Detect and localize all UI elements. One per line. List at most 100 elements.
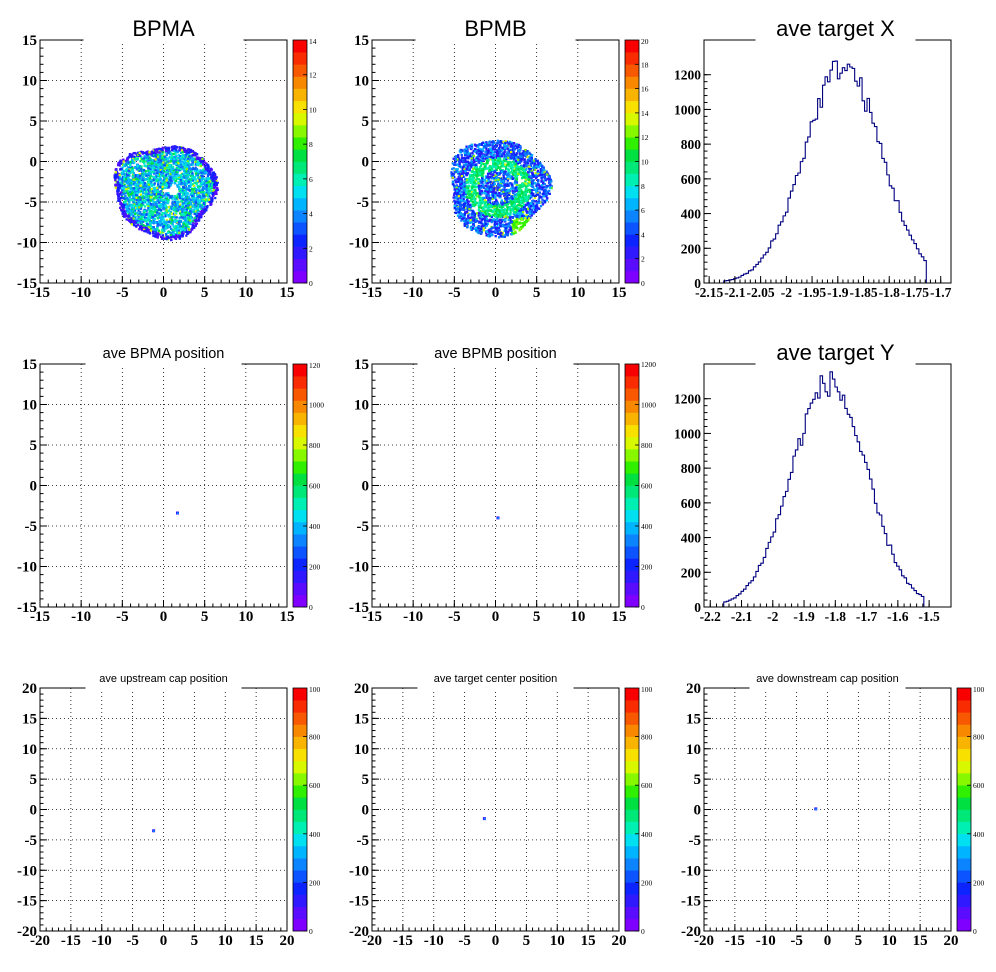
data-point [193,198,196,201]
data-point [178,163,182,166]
data-point [205,179,209,182]
data-point [173,201,177,204]
data-point [119,168,122,171]
data-point [210,179,213,183]
data-point [174,162,177,166]
data-point [198,201,201,204]
data-point [165,148,168,151]
data-point [194,201,197,204]
data-point [162,192,165,195]
data-point [158,151,161,154]
data-point [173,236,177,240]
data-point [152,197,155,200]
data-point [145,178,148,181]
data-point [127,218,130,221]
data-point [175,172,178,176]
data-point [121,189,124,192]
data-point [165,198,168,202]
data-point [201,210,205,213]
data-point [117,193,121,196]
data-point [131,153,134,156]
data-point [174,227,178,230]
data-point [195,188,198,191]
data-point [173,203,176,206]
data-point [170,160,173,163]
data-point [161,228,164,231]
data-point [182,148,185,152]
data-point [194,157,197,160]
data-point [139,184,142,187]
data-point [139,181,143,184]
data-point [158,220,161,223]
data-point [186,201,189,204]
data-point [137,179,141,183]
data-point [201,181,204,184]
data-point [175,150,178,153]
data-point [202,201,205,204]
data-point [209,172,212,175]
data-point [193,190,197,193]
data-point [170,222,173,225]
data-point [193,188,197,191]
data-point [173,196,177,199]
data-point [190,168,193,171]
data-point [199,197,202,200]
data-point [165,220,168,223]
data-point [182,163,185,166]
data-point [136,157,139,160]
data-point [166,170,169,173]
data-point [153,148,157,151]
data-point [210,168,213,171]
data-point [159,169,162,172]
data-point [170,207,173,211]
data-point [126,156,129,160]
data-point [196,170,200,173]
data-point [216,188,219,191]
data-point [160,157,164,160]
data-point [120,208,123,212]
data-point [116,187,119,191]
data-point [208,170,211,174]
data-point [209,201,212,204]
data-point [200,212,203,215]
data-point [205,209,208,212]
data-point [158,152,161,156]
data-point [143,196,146,199]
data-point [140,189,143,193]
data-point [191,161,194,164]
data-point [148,160,151,163]
data-point [170,145,174,149]
data-point [176,206,179,210]
data-point [150,202,153,206]
data-point [129,160,132,163]
data-point [148,156,151,159]
data-point [130,193,133,196]
data-point [132,217,135,220]
data-point [137,203,141,206]
data-point [165,195,168,198]
data-point [191,150,194,153]
data-point [177,219,181,222]
data-point [140,227,143,230]
data-point [138,167,141,170]
data-point [146,159,149,162]
data-point [121,195,124,199]
data-point [140,167,143,171]
data-point [207,168,210,171]
data-point [121,163,125,166]
data-point [183,222,186,225]
data-point [158,170,161,173]
data-point [167,226,170,229]
data-point [155,234,158,237]
data-point [150,228,153,231]
data-point [132,221,135,224]
data-point [159,166,162,169]
data-point [211,184,214,187]
data-point [181,192,184,195]
data-point [196,207,200,210]
data-point [130,156,134,159]
data-point [165,201,168,205]
data-point [188,159,191,162]
data-point [168,196,171,199]
